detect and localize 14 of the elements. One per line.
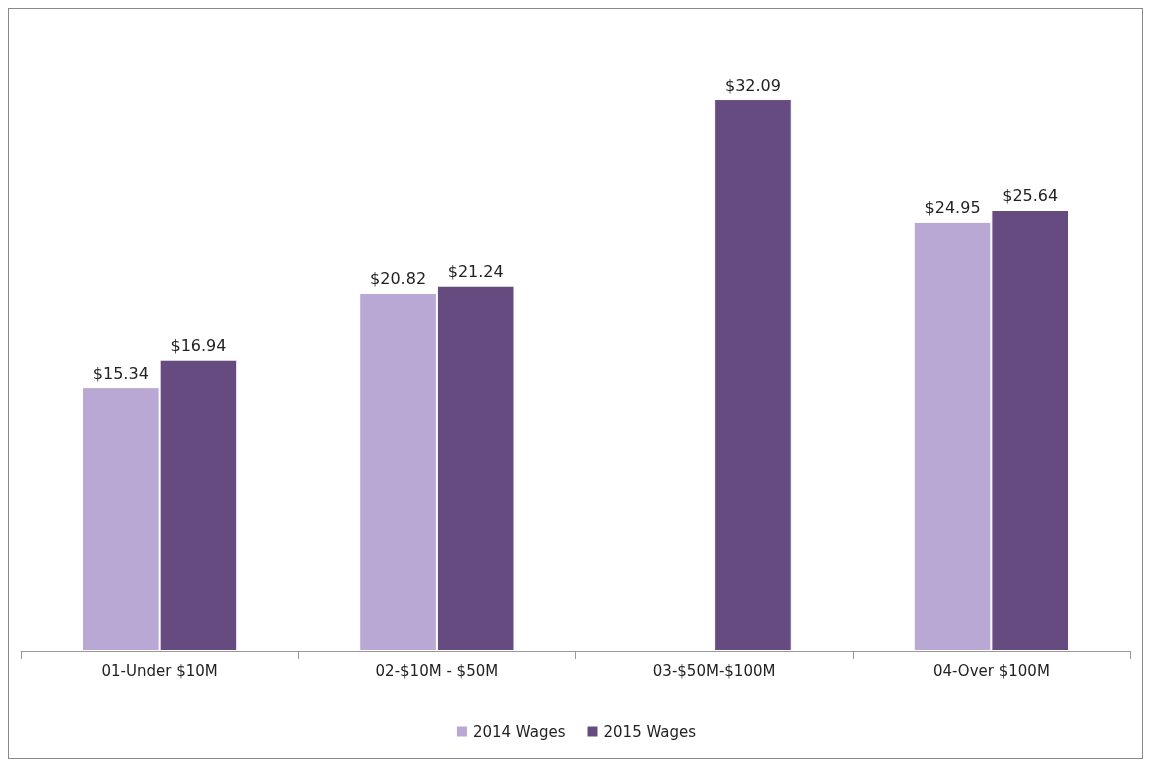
data-label: $16.94	[170, 336, 227, 356]
legend-label: 2014 Wages	[472, 722, 566, 741]
x-tick-label: 04-Over $100M	[932, 661, 1050, 680]
data-label: $32.09	[724, 75, 781, 95]
data-label: $15.34	[92, 363, 149, 383]
data-label: $24.95	[924, 198, 981, 218]
data-label: $20.82	[370, 269, 427, 289]
legend-label: 2015 Wages	[603, 722, 697, 741]
data-label: $25.64	[1002, 186, 1059, 206]
x-tick-label: 03-$50M-$100M	[652, 661, 776, 680]
bar	[714, 99, 792, 651]
x-tick-label: 01-Under $10M	[101, 661, 218, 680]
data-label: $21.24	[447, 262, 504, 282]
x-tick-label: 02-$10M - $50M	[375, 661, 499, 680]
